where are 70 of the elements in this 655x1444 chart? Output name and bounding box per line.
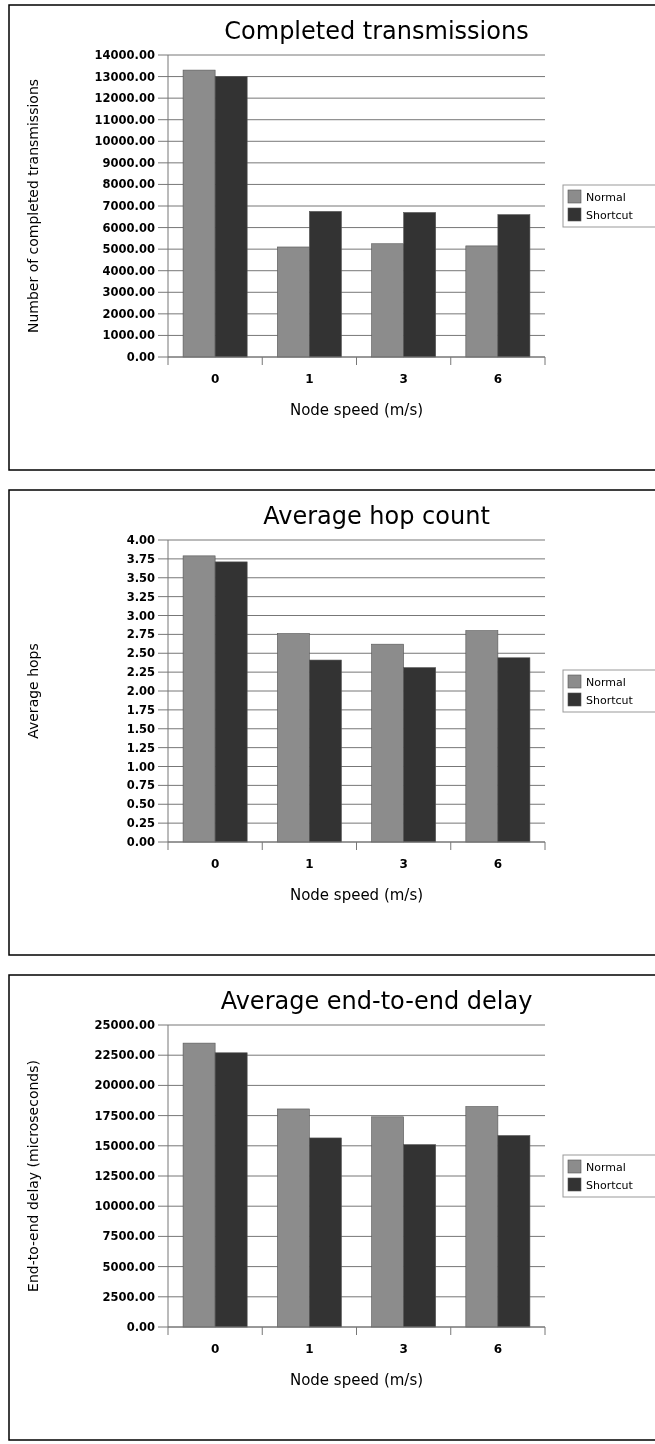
y-tick-label: 0.50	[126, 797, 155, 812]
chart-title: Completed transmissions	[224, 17, 529, 45]
y-tick-label: 3000.00	[102, 285, 155, 300]
y-axis-title: Number of completed transmissions	[25, 78, 41, 334]
x-tick-label: 1	[305, 857, 314, 871]
y-tick-label: 2000.00	[102, 306, 155, 321]
y-tick-label: 7500.00	[102, 1229, 155, 1244]
x-tick-label: 6	[493, 372, 503, 386]
legend-label: Normal	[586, 1161, 626, 1174]
x-tick-label: 0	[210, 372, 220, 386]
y-tick-label: 10000.00	[94, 134, 155, 149]
x-tick-label: 6	[493, 857, 503, 871]
y-tick-label: 10000.00	[94, 1199, 155, 1214]
y-tick-label: 20000.00	[94, 1078, 155, 1093]
y-tick-label: 1.75	[126, 702, 155, 717]
y-tick-label: 11000.00	[94, 112, 155, 127]
x-tick-label: 0	[210, 857, 220, 871]
y-tick-label: 25000.00	[94, 1018, 155, 1033]
y-tick-label: 12500.00	[94, 1169, 155, 1184]
y-tick-label: 17500.00	[94, 1108, 155, 1123]
x-axis-title: Node speed (m/s)	[289, 886, 424, 904]
y-tick-label: 3.00	[126, 608, 155, 623]
y-axis-title: End-to-end delay (microseconds)	[25, 1060, 41, 1292]
x-tick-label: 3	[399, 1342, 408, 1356]
y-axis-title: Average hops	[25, 643, 41, 739]
chart-title: Average hop count	[263, 502, 490, 530]
legend-label: Shortcut	[586, 694, 634, 707]
y-tick-label: 9000.00	[102, 155, 155, 170]
y-tick-label: 0.25	[126, 816, 155, 831]
y-tick-label: 2500.00	[102, 1289, 155, 1304]
y-tick-label: 8000.00	[102, 177, 155, 192]
y-tick-label: 1.50	[126, 721, 155, 736]
y-tick-label: 1000.00	[102, 328, 155, 343]
chart-title: Average end-to-end delay	[220, 987, 533, 1015]
y-tick-label: 1.25	[126, 740, 155, 755]
y-tick-label: 22500.00	[94, 1048, 155, 1063]
y-tick-label: 3.50	[126, 570, 155, 585]
y-tick-label: 0.00	[126, 350, 155, 365]
y-tick-label: 4000.00	[102, 263, 155, 278]
y-tick-label: 15000.00	[94, 1138, 155, 1153]
y-tick-label: 2.75	[126, 627, 155, 642]
legend-label: Shortcut	[586, 1179, 634, 1192]
y-tick-label: 0.00	[126, 835, 155, 850]
y-tick-label: 12000.00	[94, 91, 155, 106]
y-tick-label: 6000.00	[102, 220, 155, 235]
x-tick-label: 0	[210, 1342, 220, 1356]
y-tick-label: 13000.00	[94, 69, 155, 84]
y-tick-label: 1.00	[126, 759, 155, 774]
legend-label: Normal	[586, 676, 626, 689]
y-tick-label: 2.50	[126, 646, 155, 661]
y-tick-label: 5000.00	[102, 1259, 155, 1274]
y-tick-label: 0.00	[126, 1320, 155, 1335]
y-tick-label: 3.25	[126, 589, 155, 604]
y-tick-label: 14000.00	[94, 48, 155, 63]
x-tick-label: 3	[399, 857, 408, 871]
y-tick-label: 2.00	[126, 684, 155, 699]
y-tick-label: 2.25	[126, 665, 155, 680]
x-axis-title: Node speed (m/s)	[289, 401, 424, 419]
x-axis-title: Node speed (m/s)	[289, 1371, 424, 1389]
legend-label: Normal	[586, 191, 626, 204]
x-tick-label: 1	[305, 372, 314, 386]
y-tick-label: 0.75	[126, 778, 155, 793]
y-tick-label: 5000.00	[102, 242, 155, 257]
x-tick-label: 1	[305, 1342, 314, 1356]
y-tick-label: 3.75	[126, 551, 155, 566]
x-tick-label: 3	[399, 372, 408, 386]
y-tick-label: 7000.00	[102, 199, 155, 214]
x-tick-label: 6	[493, 1342, 503, 1356]
legend-label: Shortcut	[586, 209, 634, 222]
y-tick-label: 4.00	[126, 533, 155, 548]
